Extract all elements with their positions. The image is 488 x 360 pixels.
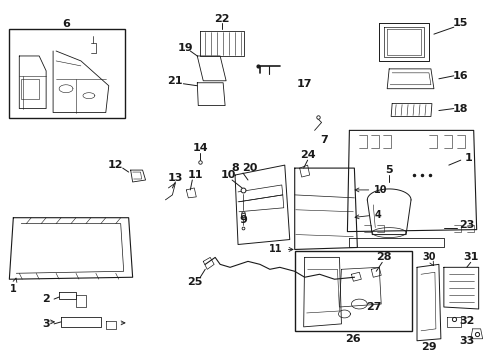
Text: 33: 33 [458, 336, 473, 346]
Bar [21, 79, 39, 99]
Text: 5: 5 [385, 165, 392, 175]
Text: 13: 13 [167, 173, 183, 183]
Text: 28: 28 [376, 252, 391, 262]
Text: 1: 1 [464, 153, 471, 163]
Text: 10: 10 [220, 170, 235, 180]
Text: 7: 7 [320, 135, 328, 145]
Text: 27: 27 [366, 302, 381, 312]
Text: 9: 9 [239, 215, 246, 225]
Text: 24: 24 [299, 150, 315, 160]
Text: 2: 2 [42, 294, 50, 304]
Text: 25: 25 [187, 277, 203, 287]
Text: 32: 32 [458, 316, 473, 326]
Text: 11: 11 [269, 244, 292, 255]
Text: 12: 12 [108, 160, 123, 170]
Text: 18: 18 [452, 104, 468, 113]
Text: 31: 31 [462, 252, 477, 262]
Text: 16: 16 [452, 71, 468, 81]
Text: 19: 19 [177, 43, 193, 53]
Text: 22: 22 [214, 14, 229, 24]
Text: 1: 1 [10, 278, 17, 294]
Text: 26: 26 [345, 334, 361, 344]
Bar [9, 29, 124, 118]
Text: 4: 4 [354, 210, 380, 220]
Bar [294, 251, 411, 331]
Text: 30: 30 [421, 252, 435, 266]
Text: 15: 15 [452, 18, 468, 28]
Text: 11: 11 [187, 170, 203, 180]
Text: 10: 10 [354, 185, 387, 195]
Text: 29: 29 [420, 342, 436, 352]
Text: 17: 17 [296, 79, 312, 89]
Text: 8: 8 [231, 163, 239, 173]
Text: 6: 6 [62, 19, 70, 29]
Text: 14: 14 [192, 143, 207, 153]
Text: 23: 23 [458, 220, 473, 230]
Text: 20: 20 [242, 163, 257, 173]
Text: 21: 21 [166, 76, 182, 86]
Text: 3: 3 [42, 319, 50, 329]
